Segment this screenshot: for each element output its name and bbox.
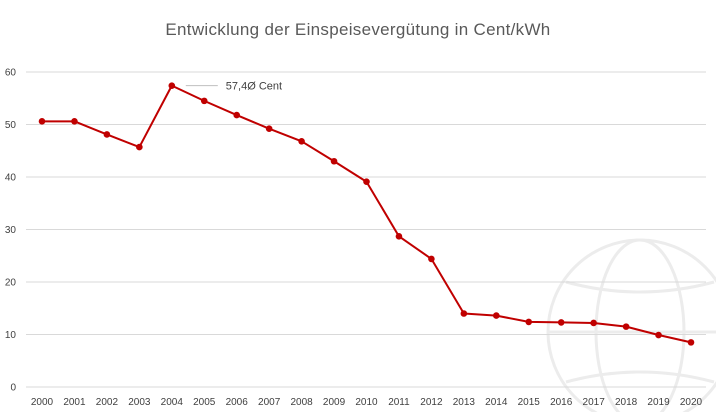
data-point [525,318,533,326]
x-tick-label: 2000 [31,397,54,408]
x-tick-label: 2004 [161,397,184,408]
data-point [395,233,403,240]
y-tick-label: 30 [5,225,17,236]
data-point [363,178,370,186]
y-tick-label: 50 [5,120,17,131]
data-point [557,319,565,326]
x-tick-label: 2016 [550,397,573,408]
data-label: 57,4Ø Cent [226,81,282,93]
data-point [233,111,240,119]
y-tick-label: 60 [5,68,17,79]
x-tick-label: 2009 [323,397,346,408]
x-tick-label: 2007 [258,397,281,408]
y-tick-label: 20 [5,278,17,289]
y-tick-label: 0 [10,383,16,394]
x-tick-label: 2008 [290,397,313,408]
x-tick-label: 2015 [518,397,541,408]
data-point [493,312,500,319]
x-tick-label: 2005 [193,397,216,408]
data-point [330,157,338,165]
data-point [622,323,630,330]
x-tick-label: 2002 [96,397,119,408]
x-tick-label: 2001 [63,397,86,408]
data-point [200,97,208,105]
data-point [428,255,435,263]
data-point [298,138,305,145]
y-tick-label: 40 [5,173,17,184]
x-tick-label: 2012 [420,397,443,408]
x-tick-label: 2020 [680,397,703,408]
x-tick-label: 2013 [453,397,476,408]
globe-watermark-icon [546,238,716,412]
data-point [136,143,143,151]
data-point [103,131,111,138]
x-tick-label: 2003 [128,397,151,408]
data-point [590,319,597,327]
data-point [265,125,273,132]
x-tick-label: 2011 [388,397,410,408]
x-tick-label: 2006 [226,397,249,408]
x-tick-label: 2019 [647,397,670,408]
x-tick-label: 2018 [615,397,638,408]
y-tick-label: 10 [5,330,17,341]
data-point [168,82,176,89]
x-tick-label: 2014 [485,397,508,408]
x-tick-label: 2017 [583,397,606,408]
data-point [687,339,695,346]
data-point [38,118,46,125]
data-point [71,118,78,125]
data-point [460,310,468,317]
data-point [655,331,662,339]
chart-title: Entwicklung der Einspeisevergütung in Ce… [165,20,551,39]
x-tick-label: 2010 [355,397,378,408]
